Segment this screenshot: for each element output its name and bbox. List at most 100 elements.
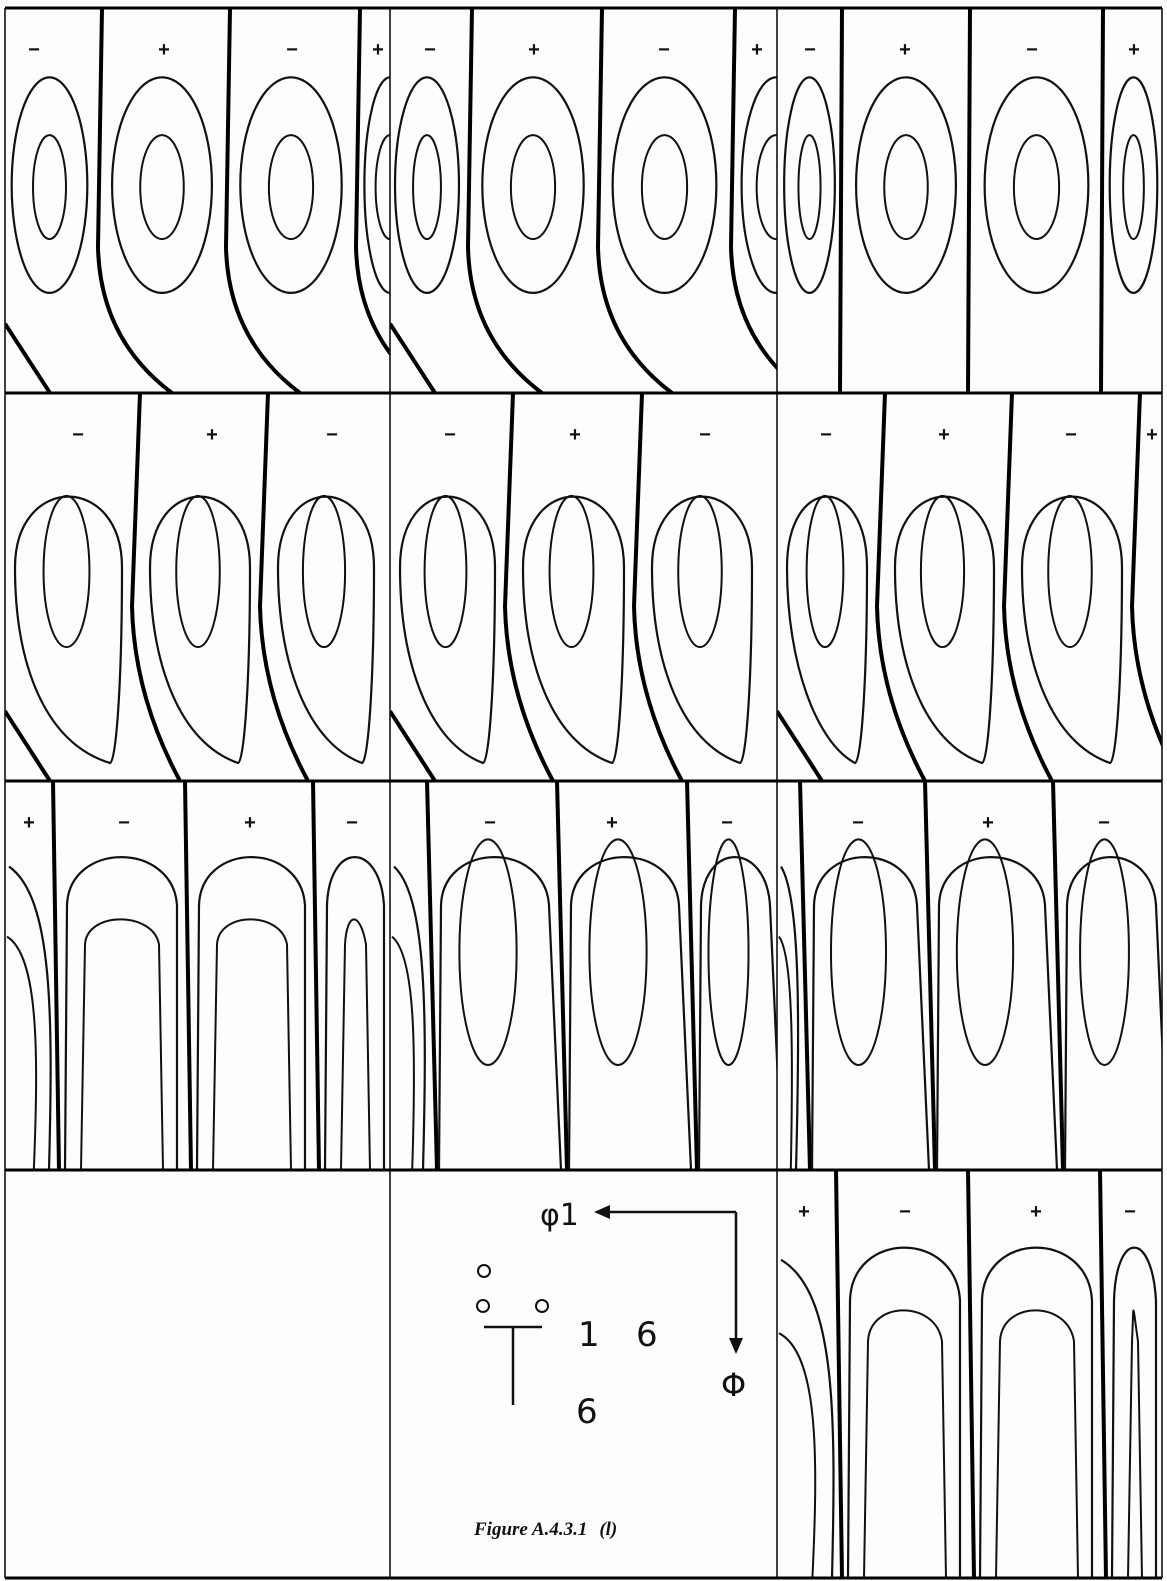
contour-inner: [301, 494, 347, 649]
contour-inner: [1047, 494, 1093, 649]
contour-outer: [8, 865, 52, 1170]
symbol-subscript: 6: [576, 1392, 598, 1432]
contour-outer: [780, 866, 800, 1170]
phi1-axis-label: φ1: [540, 1198, 579, 1233]
contour-inner: [707, 838, 750, 1066]
contour-outer: [481, 76, 585, 295]
contour-outer: [611, 76, 718, 295]
nodal-line: [631, 393, 684, 781]
contour-inner: [32, 134, 67, 241]
contour-outer: [10, 76, 89, 295]
sign-label: −: [424, 39, 436, 61]
contour-inner: [139, 134, 185, 241]
contour-outer: [893, 495, 996, 765]
contour-outer: [1020, 495, 1124, 765]
contour-outer: [323, 856, 386, 1170]
sign-label: +: [606, 812, 618, 834]
panel-r1-c0: − + −: [5, 393, 376, 781]
sign-label: +: [798, 1201, 810, 1223]
contour-outer: [935, 856, 1059, 1170]
sign-label: +: [206, 424, 218, 446]
panel-r0-c2: − + − +: [783, 8, 1159, 393]
nodal-line: [502, 393, 555, 781]
contour-inner: [412, 134, 442, 241]
nodal-line: [595, 8, 674, 393]
sign-label: −: [484, 812, 496, 834]
sign-label: +: [938, 424, 950, 446]
contour-inner: [919, 494, 966, 649]
symbol-superscript-first-digit: 1: [578, 1315, 600, 1355]
phi1-arrowhead-icon: [594, 1205, 610, 1219]
panel-r2-c2: − + −: [778, 781, 1162, 1170]
sign-label: −: [1124, 1201, 1136, 1223]
nodal-line: [129, 393, 182, 781]
sign-label: −: [326, 424, 338, 446]
contour-outer: [195, 856, 307, 1170]
contour-outer: [854, 76, 958, 295]
symbol-right-ring-icon: [535, 1299, 549, 1313]
contour-outer: [393, 865, 426, 1170]
nodal-line: [834, 1170, 844, 1578]
nodal-line: [1098, 1170, 1108, 1578]
symbol-superscript-second-digit: 6: [636, 1315, 658, 1355]
contour-outer: [810, 856, 931, 1170]
contour-outer: [276, 495, 376, 765]
panel-r0-c1: − + − +: [390, 8, 777, 393]
nodal-line: [390, 710, 437, 781]
nodal-line: [223, 8, 302, 393]
sign-label: −: [852, 812, 864, 834]
nodal-line: [1051, 781, 1065, 1170]
nodal-line: [923, 781, 937, 1170]
contour-inner: [374, 134, 390, 241]
contour-outer: [1063, 856, 1162, 1170]
figure-caption-sub: (l): [599, 1519, 617, 1540]
panel-grid: [4, 6, 1163, 1580]
nodal-line: [1099, 8, 1105, 393]
contour-outer: [780, 1258, 835, 1578]
sign-label: −: [118, 812, 130, 834]
panel-r1-c1: − + −: [390, 393, 754, 781]
contour-outer: [697, 856, 777, 1170]
contour-inner: [267, 134, 315, 241]
sign-label: +: [372, 39, 384, 61]
phi-axis-label: Φ: [721, 1366, 746, 1404]
contour-outer: [650, 495, 754, 765]
sign-label: −: [444, 424, 456, 446]
sign-label: −: [346, 812, 358, 834]
contour-inner: [391, 935, 415, 1170]
contour-outer: [110, 76, 214, 295]
figure-caption-label: Figure A.4.3.1: [473, 1519, 587, 1540]
contour-inner: [1127, 1309, 1143, 1578]
nodal-line: [728, 8, 777, 371]
contour-inner: [1012, 134, 1061, 241]
sign-label: −: [1098, 812, 1110, 834]
nodal-line: [874, 393, 927, 781]
nodal-line: [353, 8, 390, 357]
contour-outer: [239, 76, 343, 295]
contour-outer: [740, 76, 777, 294]
sign-label: −: [804, 39, 816, 61]
sign-label: −: [72, 424, 84, 446]
sign-label: +: [23, 812, 35, 834]
nodal-line: [798, 781, 812, 1170]
contour-inner: [1079, 838, 1130, 1066]
contour-outer: [148, 495, 252, 765]
sign-label: −: [286, 39, 298, 61]
contour-inner: [548, 494, 595, 649]
contour-outer: [983, 76, 1090, 295]
nodal-line: [685, 781, 699, 1170]
contour-outer: [785, 495, 869, 765]
contour-inner: [778, 936, 793, 1170]
sign-label: −: [658, 39, 670, 61]
sign-label: +: [528, 39, 540, 61]
contour-outer: [783, 76, 836, 295]
contour-inner: [42, 494, 91, 649]
contour-outer: [13, 495, 124, 765]
panel-r1-c2: − + − +: [777, 393, 1162, 781]
contour-inner: [863, 1309, 947, 1578]
contour-inner: [458, 838, 518, 1066]
sign-label: −: [721, 812, 733, 834]
contour-inner: [212, 918, 292, 1170]
contour-inner: [805, 494, 845, 649]
